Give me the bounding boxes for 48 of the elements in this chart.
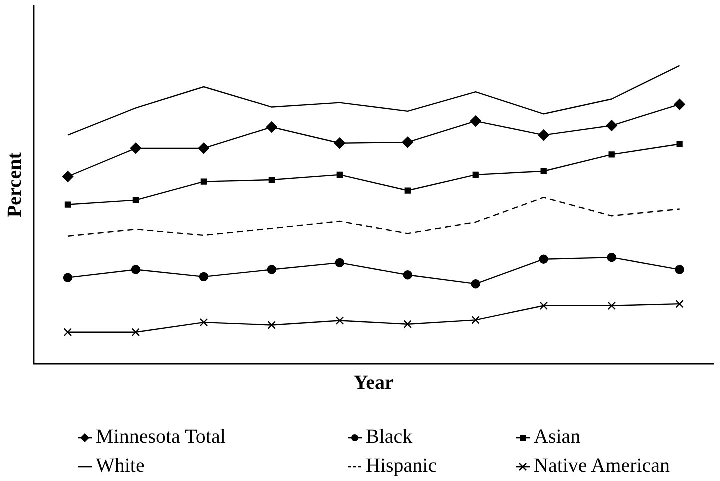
point bbox=[607, 252, 616, 262]
point bbox=[472, 316, 480, 324]
point bbox=[336, 172, 343, 178]
legend-label: Native American bbox=[534, 455, 670, 477]
point bbox=[268, 176, 276, 184]
point bbox=[675, 265, 684, 274]
point bbox=[404, 188, 411, 194]
point bbox=[674, 98, 686, 110]
point bbox=[200, 178, 208, 185]
point bbox=[676, 141, 683, 148]
point bbox=[336, 316, 344, 325]
point bbox=[608, 152, 615, 158]
point bbox=[403, 270, 412, 280]
point bbox=[539, 254, 548, 264]
point bbox=[404, 320, 412, 328]
point bbox=[676, 300, 684, 308]
legend-label: White bbox=[96, 455, 145, 477]
point bbox=[266, 122, 278, 133]
point bbox=[132, 197, 140, 204]
legend-label: Hispanic bbox=[366, 455, 438, 477]
point bbox=[608, 302, 616, 310]
legend-label: Minnesota Total bbox=[96, 426, 226, 448]
point bbox=[606, 120, 618, 132]
point bbox=[64, 202, 72, 208]
point bbox=[200, 318, 208, 327]
point bbox=[199, 272, 209, 282]
point bbox=[540, 168, 547, 174]
point bbox=[267, 265, 277, 274]
point bbox=[130, 142, 142, 154]
point bbox=[334, 138, 346, 149]
point bbox=[335, 258, 345, 268]
point bbox=[64, 328, 72, 337]
point bbox=[471, 279, 480, 289]
legend-label: Black bbox=[366, 426, 413, 448]
point bbox=[472, 172, 479, 178]
point bbox=[132, 328, 140, 337]
point bbox=[198, 142, 210, 154]
point bbox=[63, 273, 73, 282]
x-axis-title: Year bbox=[354, 372, 394, 394]
legend-label: Asian bbox=[534, 426, 581, 448]
point bbox=[402, 136, 414, 148]
point bbox=[131, 265, 141, 274]
y-axis-title: Percent bbox=[4, 152, 26, 218]
point bbox=[540, 302, 548, 310]
point bbox=[538, 130, 550, 141]
point bbox=[268, 321, 276, 330]
point bbox=[62, 171, 74, 182]
point bbox=[470, 116, 482, 127]
